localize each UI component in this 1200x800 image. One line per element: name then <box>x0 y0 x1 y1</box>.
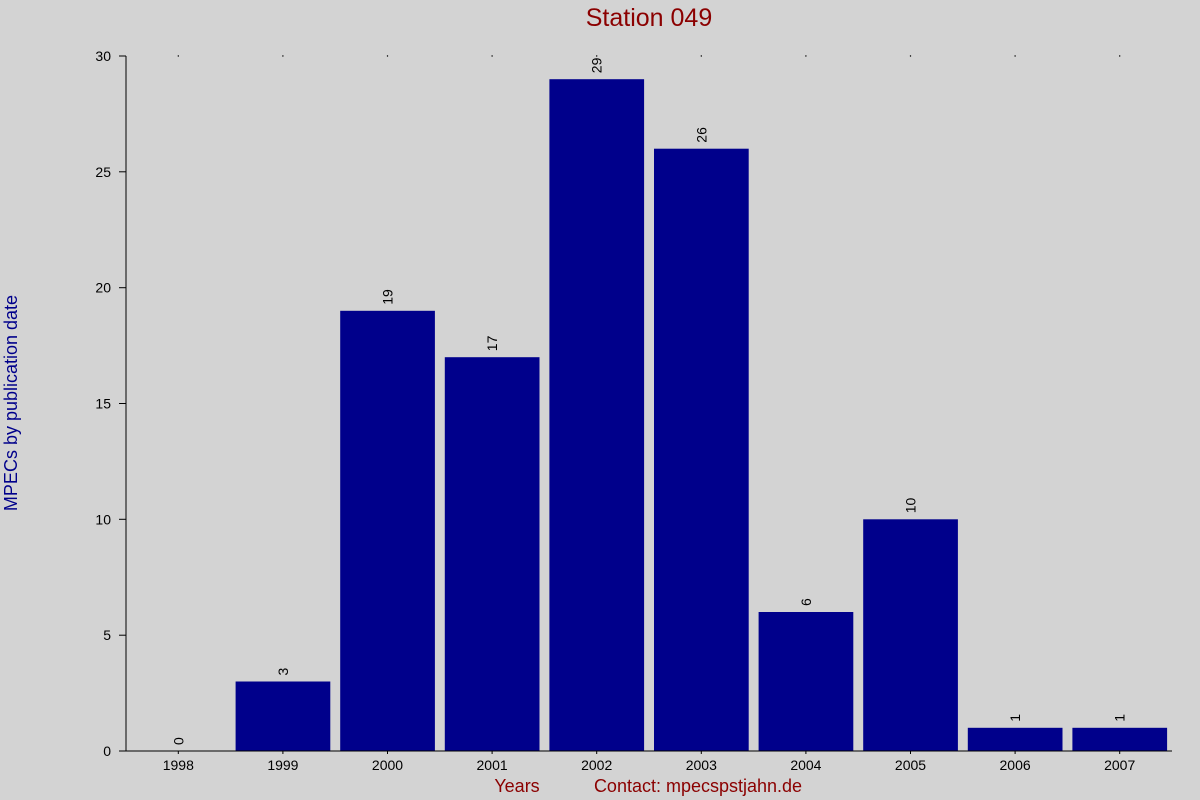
bar-2001 <box>444 357 540 751</box>
y-tick-label-10: 10 <box>95 511 111 527</box>
y-tick-label-25: 25 <box>95 164 111 180</box>
data-label-1999: 3 <box>275 668 291 676</box>
top-tick-dot <box>1119 55 1121 57</box>
bar-1999 <box>235 681 331 751</box>
x-tick-label-2007: 2007 <box>1104 757 1135 773</box>
bar-2004 <box>758 612 854 751</box>
data-label-2005: 10 <box>903 498 919 514</box>
top-tick-dot <box>491 55 493 57</box>
y-ticks-group: 0 5 10 15 20 25 30 <box>95 48 126 759</box>
x-tick-label-2002: 2002 <box>581 757 612 773</box>
data-label-2003: 26 <box>693 127 709 143</box>
top-tick-dot <box>805 55 807 57</box>
top-tick-dot <box>1014 55 1016 57</box>
y-axis-title: MPECs by publication date <box>1 295 21 511</box>
x-tick-label-2006: 2006 <box>1000 757 1031 773</box>
bar-2006 <box>967 727 1063 751</box>
bar-2005 <box>863 519 958 751</box>
x-tick-label-2000: 2000 <box>372 757 403 773</box>
y-tick-label-0: 0 <box>103 743 111 759</box>
x-tick-label-2004: 2004 <box>790 757 821 773</box>
data-label-2001: 17 <box>484 335 500 351</box>
bar-2002 <box>549 79 645 751</box>
y-tick-label-5: 5 <box>103 627 111 643</box>
data-label-2004: 6 <box>798 598 814 606</box>
data-label-2007: 1 <box>1112 714 1128 722</box>
data-labels-group: 0 3 19 17 29 26 6 10 1 1 <box>170 57 1127 745</box>
bar-2003 <box>654 148 749 751</box>
y-tick-label-20: 20 <box>95 280 111 296</box>
top-tick-dot <box>386 55 389 57</box>
contact-footer: Contact: mpecspstjahn.de <box>594 776 802 796</box>
top-tick-dot <box>177 55 179 57</box>
x-tick-label-2001: 2001 <box>477 757 508 773</box>
x-axis-title: Years <box>494 776 539 796</box>
top-tick-dot <box>282 55 284 57</box>
chart-title: Station 049 <box>586 4 713 32</box>
data-label-2002: 29 <box>589 57 605 73</box>
y-tick-label-30: 30 <box>95 48 111 64</box>
x-tick-label-1999: 1999 <box>267 757 298 773</box>
x-tick-label-2003: 2003 <box>686 757 717 773</box>
x-ticks-group: 1998 1999 2000 2001 2002 2003 2004 2005 2006 2007 <box>163 55 1135 773</box>
top-tick-dot <box>700 55 702 57</box>
top-tick-dot <box>909 55 912 57</box>
x-tick-label-1998: 1998 <box>163 757 194 773</box>
bars-group <box>235 79 1168 751</box>
data-label-1998: 0 <box>170 737 186 745</box>
top-tick-dot <box>596 55 598 57</box>
y-tick-label-15: 15 <box>95 396 111 412</box>
x-tick-label-2005: 2005 <box>895 757 926 773</box>
data-label-2000: 19 <box>380 289 396 305</box>
bar-2000 <box>340 310 435 751</box>
plot-area: 0 3 19 17 29 26 6 10 1 1 0 5 10 15 20 25 30 1998 1999 200… <box>95 48 1172 773</box>
data-label-2006: 1 <box>1007 714 1023 722</box>
bar-2007 <box>1072 727 1168 751</box>
